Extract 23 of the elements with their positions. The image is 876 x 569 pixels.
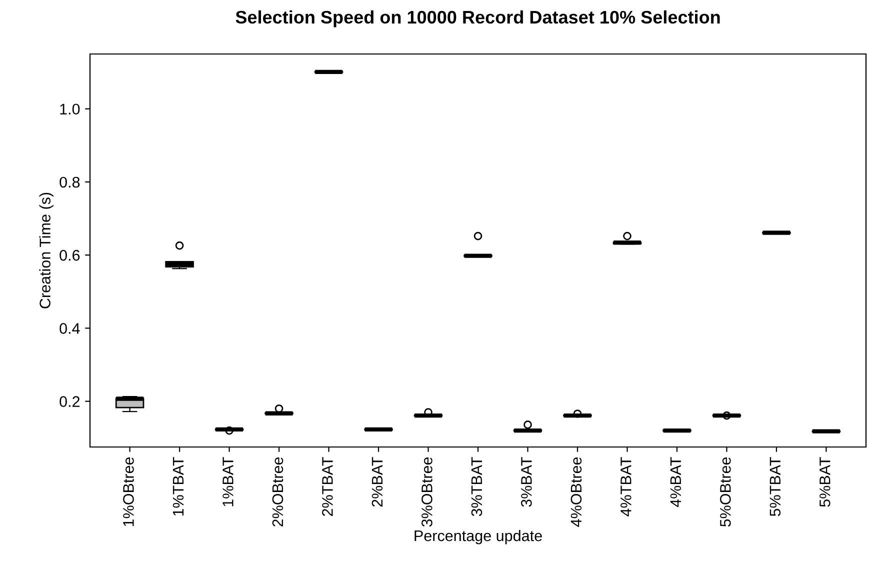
x-tick-label: 1%OBtree bbox=[123, 457, 134, 526]
x-axis-title: Percentage update bbox=[414, 530, 542, 544]
chart-title: Selection Speed on 10000 Record Dataset 10% Selection bbox=[236, 10, 720, 28]
x-tick-label: 1%BAT bbox=[222, 457, 234, 506]
x-tick-label: 4%BAT bbox=[670, 457, 682, 508]
x-tick-label: 4%TBAT bbox=[620, 457, 632, 516]
x-tick-label: 4%OBtree bbox=[570, 457, 582, 527]
x-tick-label: 2%OBtree bbox=[272, 457, 284, 526]
x-tick-label: 3%TBAT bbox=[471, 457, 482, 516]
y-axis-title: Creation Time (s) bbox=[39, 192, 54, 308]
y-tick-label: 0.2 bbox=[60, 396, 80, 407]
x-tick-label: 5%TBAT bbox=[770, 457, 781, 516]
x-tick-label: 5%BAT bbox=[820, 457, 830, 507]
x-tick-label: 5%OBtree bbox=[720, 457, 731, 527]
y-tick-label: 0.8 bbox=[60, 176, 80, 188]
x-tick-label: 3%OBtree bbox=[422, 457, 432, 527]
x-tick-label: 3%BAT bbox=[521, 457, 532, 507]
x-tick-label: 2%TBAT bbox=[322, 457, 333, 516]
y-tick-label: 1.0 bbox=[60, 104, 80, 115]
x-tick-label: 1%TBAT bbox=[172, 457, 184, 516]
x-tick-label: 2%BAT bbox=[372, 457, 383, 507]
y-tick-label: 0.4 bbox=[60, 323, 80, 334]
y-tick-label: 0.6 bbox=[60, 250, 80, 261]
